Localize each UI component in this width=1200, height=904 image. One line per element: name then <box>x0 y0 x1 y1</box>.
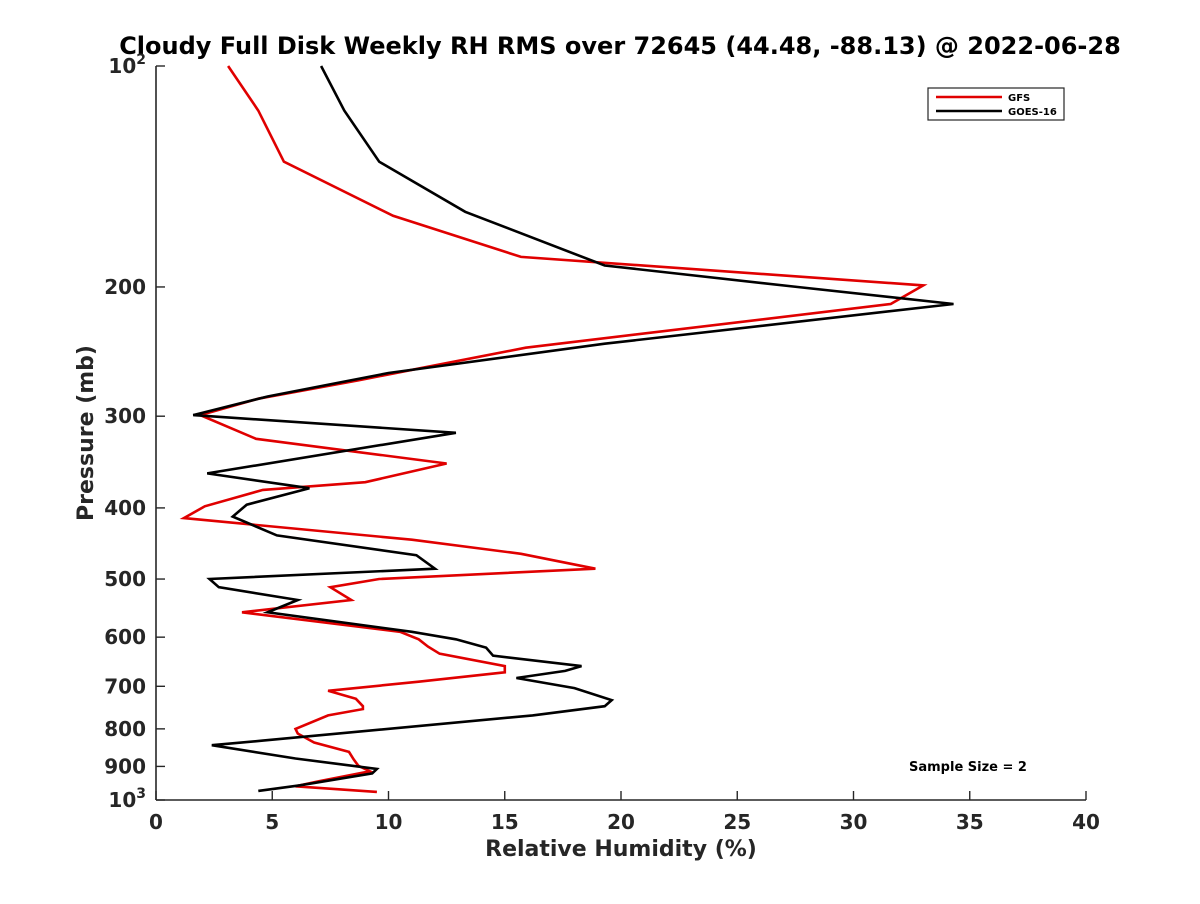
y-tick-label: 300 <box>104 404 146 428</box>
sample-size-annotation: Sample Size = 2 <box>909 760 1027 775</box>
x-tick-label: 10 <box>375 810 403 834</box>
y-tick-label: 900 <box>104 754 146 778</box>
y-tick-label: 102 <box>108 52 146 78</box>
x-tick-label: 25 <box>723 810 751 834</box>
y-tick-label: 200 <box>104 275 146 299</box>
legend: GFS GOES-16 <box>927 87 1065 121</box>
series-layer <box>179 65 954 794</box>
y-tick-label: 500 <box>104 567 146 591</box>
legend-label-gfs: GFS <box>1008 93 1030 104</box>
y-axis-label: Pressure (mb) <box>74 345 99 521</box>
y-tick-label: 700 <box>104 674 146 698</box>
y-tick-label: 800 <box>104 717 146 741</box>
legend-box <box>927 87 1065 121</box>
x-tick-label: 20 <box>607 810 635 834</box>
x-tick-label: 0 <box>149 810 163 834</box>
x-axis-ticks: 0 5 10 15 20 25 30 35 40 <box>149 791 1100 834</box>
x-tick-label: 15 <box>491 810 519 834</box>
y-tick-label: 600 <box>104 625 146 649</box>
x-axis-label: Relative Humidity (%) <box>485 837 757 862</box>
series-line-gfs <box>179 65 928 794</box>
series-line-goes16 <box>192 65 954 793</box>
x-tick-label: 5 <box>265 810 279 834</box>
x-tick-label: 35 <box>956 810 984 834</box>
legend-label-goes16: GOES-16 <box>1008 107 1057 118</box>
y-axis-ticks: 102 200 300 400 500 600 700 800 900 103 <box>104 52 165 812</box>
chart-title: Cloudy Full Disk Weekly RH RMS over 7264… <box>119 32 1121 60</box>
x-tick-label: 40 <box>1072 810 1100 834</box>
y-tick-label: 103 <box>108 786 146 812</box>
x-tick-label: 30 <box>840 810 868 834</box>
y-tick-label: 400 <box>104 496 146 520</box>
